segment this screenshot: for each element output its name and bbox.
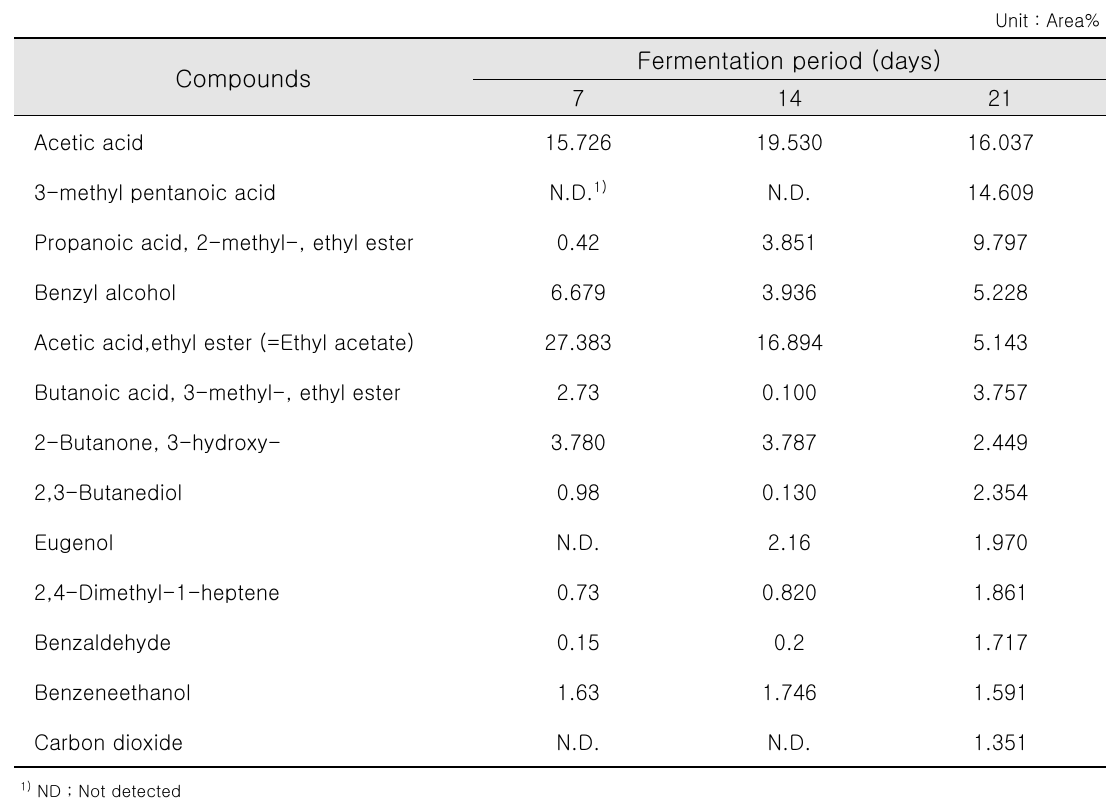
value-day-21: 1.717 — [895, 616, 1106, 666]
table-row: 3-methyl pentanoic acidN.D.1)N.D.14.609 — [14, 166, 1106, 216]
table-row: Propanoic acid, 2-methyl-, ethyl ester0.… — [14, 216, 1106, 266]
value-day-7: 3.780 — [473, 416, 684, 466]
compound-name: Butanoic acid, 3-methyl-, ethyl ester — [14, 366, 473, 416]
compound-name: Eugenol — [14, 516, 473, 566]
value-day-21: 1.591 — [895, 666, 1106, 716]
compound-name: 3-methyl pentanoic acid — [14, 166, 473, 216]
compound-name: Benzaldehyde — [14, 616, 473, 666]
value-day-14: 0.820 — [684, 566, 895, 616]
value-day-7: 1.63 — [473, 666, 684, 716]
compound-name: Acetic acid,ethyl ester (=Ethyl acetate) — [14, 316, 473, 366]
value-day-14: 0.130 — [684, 466, 895, 516]
value-day-21: 2.449 — [895, 416, 1106, 466]
compound-name: Carbon dioxide — [14, 716, 473, 767]
footnote: 1) ND ; Not detected — [14, 768, 1106, 802]
table-row: Acetic acid15.72619.53016.037 — [14, 116, 1106, 167]
compound-name: 2-Butanone, 3-hydroxy- — [14, 416, 473, 466]
footnote-sup: 1) — [20, 778, 31, 794]
table-row: Benzyl alcohol6.6793.9365.228 — [14, 266, 1106, 316]
value-day-14: 0.2 — [684, 616, 895, 666]
value-day-7: 0.42 — [473, 216, 684, 266]
compound-name: Propanoic acid, 2-methyl-, ethyl ester — [14, 216, 473, 266]
value-day-7: N.D.1) — [473, 166, 684, 216]
compound-name: 2,3-Butanediol — [14, 466, 473, 516]
unit-label: Unit : Area% — [14, 8, 1106, 33]
value-day-21: 1.351 — [895, 716, 1106, 767]
value-day-21: 2.354 — [895, 466, 1106, 516]
value-day-21: 3.757 — [895, 366, 1106, 416]
col-header-day-7: 7 — [473, 80, 684, 116]
table-row: EugenolN.D.2.161.970 — [14, 516, 1106, 566]
col-header-day-21: 21 — [895, 80, 1106, 116]
table-row: Benzaldehyde0.150.21.717 — [14, 616, 1106, 666]
table-row: Acetic acid,ethyl ester (=Ethyl acetate)… — [14, 316, 1106, 366]
value-day-14: 3.936 — [684, 266, 895, 316]
col-header-compounds: Compounds — [14, 38, 473, 116]
value-day-21: 9.797 — [895, 216, 1106, 266]
value-day-7: 15.726 — [473, 116, 684, 167]
table-body: Acetic acid15.72619.53016.0373-methyl pe… — [14, 116, 1106, 768]
value-day-14: 2.16 — [684, 516, 895, 566]
value-day-14: 1.746 — [684, 666, 895, 716]
value-day-21: 5.143 — [895, 316, 1106, 366]
value-day-21: 14.609 — [895, 166, 1106, 216]
compound-name: Acetic acid — [14, 116, 473, 167]
value-day-14: 16.894 — [684, 316, 895, 366]
value-day-21: 16.037 — [895, 116, 1106, 167]
compound-name: Benzeneethanol — [14, 666, 473, 716]
compound-table: Compounds Fermentation period (days) 7 1… — [14, 37, 1106, 768]
value-day-7: 27.383 — [473, 316, 684, 366]
col-header-period: Fermentation period (days) — [473, 38, 1106, 80]
compound-name: Benzyl alcohol — [14, 266, 473, 316]
value-day-7: 0.73 — [473, 566, 684, 616]
value-day-21: 1.861 — [895, 566, 1106, 616]
table-row: Benzeneethanol1.631.7461.591 — [14, 666, 1106, 716]
table-row: 2-Butanone, 3-hydroxy-3.7803.7872.449 — [14, 416, 1106, 466]
value-day-21: 5.228 — [895, 266, 1106, 316]
table-row: 2,4-Dimethyl-1-heptene0.730.8201.861 — [14, 566, 1106, 616]
value-day-7: 6.679 — [473, 266, 684, 316]
value-day-14: 3.851 — [684, 216, 895, 266]
table-row: 2,3-Butanediol0.980.1302.354 — [14, 466, 1106, 516]
value-day-7: 0.15 — [473, 616, 684, 666]
value-day-7: N.D. — [473, 716, 684, 767]
compound-name: 2,4-Dimethyl-1-heptene — [14, 566, 473, 616]
footnote-text: ND ; Not detected — [31, 778, 181, 802]
value-day-14: N.D. — [684, 716, 895, 767]
col-header-day-14: 14 — [684, 80, 895, 116]
table-row: Butanoic acid, 3-methyl-, ethyl ester2.7… — [14, 366, 1106, 416]
value-day-14: 0.100 — [684, 366, 895, 416]
value-day-7: N.D. — [473, 516, 684, 566]
value-day-14: 19.530 — [684, 116, 895, 167]
value-day-14: N.D. — [684, 166, 895, 216]
table-row: Carbon dioxideN.D.N.D.1.351 — [14, 716, 1106, 767]
value-day-21: 1.970 — [895, 516, 1106, 566]
value-day-7: 2.73 — [473, 366, 684, 416]
value-day-14: 3.787 — [684, 416, 895, 466]
value-day-7: 0.98 — [473, 466, 684, 516]
